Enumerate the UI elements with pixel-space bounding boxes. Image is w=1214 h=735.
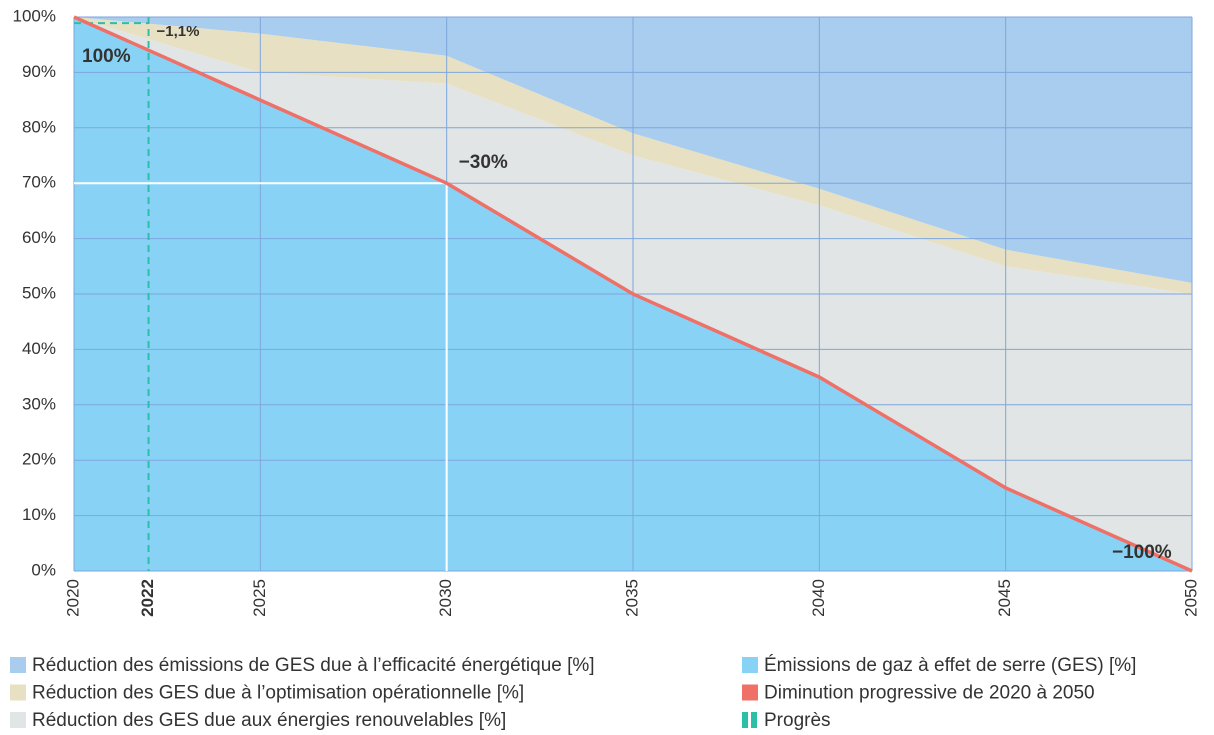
legend-label: Réduction des émissions de GES due à l’e… — [32, 655, 595, 676]
x-tick-label: 2045 — [995, 579, 1014, 617]
legend-swatch — [10, 684, 26, 701]
x-tick-label: 2050 — [1181, 579, 1200, 617]
area — [74, 17, 1192, 283]
x-tick-label: 2040 — [809, 579, 828, 617]
legend-swatch — [10, 712, 26, 728]
y-tick-label: 20% — [22, 450, 56, 469]
progress-label: −1,1% — [157, 23, 200, 40]
x-tick-label: 2022 — [138, 579, 157, 617]
x-tick-label: 2035 — [622, 579, 641, 617]
legend-swatch — [751, 712, 757, 728]
legend-swatch — [10, 657, 26, 673]
legend-label: Diminution progressive de 2020 à 2050 — [764, 683, 1095, 704]
y-tick-label: 80% — [22, 117, 56, 136]
y-tick-label: 60% — [22, 228, 56, 247]
y-tick-label: 100% — [13, 6, 56, 25]
legend-swatch — [742, 657, 758, 673]
legend-label: Émissions de gaz à effet de serre (GES) … — [764, 655, 1136, 676]
legend-label: Réduction des GES due aux énergies renou… — [32, 710, 506, 731]
x-tick-label: 2030 — [436, 579, 455, 617]
y-tick-label: 50% — [22, 283, 56, 302]
y-tick-label: 40% — [22, 339, 56, 358]
y-tick-label: 30% — [22, 394, 56, 413]
legend-label: Progrès — [764, 710, 831, 731]
annotation: −30% — [459, 152, 508, 173]
x-tick-label: 2020 — [63, 579, 82, 617]
line — [73, 15, 1193, 573]
annotation: −100% — [1112, 542, 1172, 563]
y-tick-label: 90% — [22, 62, 56, 81]
legend-swatch — [742, 712, 748, 728]
legend-swatch — [742, 684, 758, 701]
legend-label: Réduction des GES due à l’optimisation o… — [32, 683, 524, 704]
y-tick-label: 10% — [22, 505, 56, 524]
y-tick-label: 70% — [22, 173, 56, 192]
x-tick-label: 2025 — [250, 579, 269, 617]
y-tick-label: 0% — [31, 560, 56, 579]
annotation: 100% — [82, 46, 131, 67]
